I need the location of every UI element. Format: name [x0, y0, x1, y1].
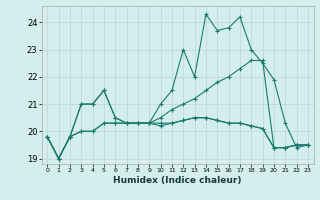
X-axis label: Humidex (Indice chaleur): Humidex (Indice chaleur): [113, 176, 242, 185]
